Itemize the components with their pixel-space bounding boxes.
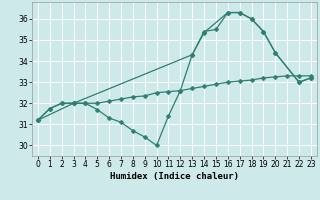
- X-axis label: Humidex (Indice chaleur): Humidex (Indice chaleur): [110, 172, 239, 181]
